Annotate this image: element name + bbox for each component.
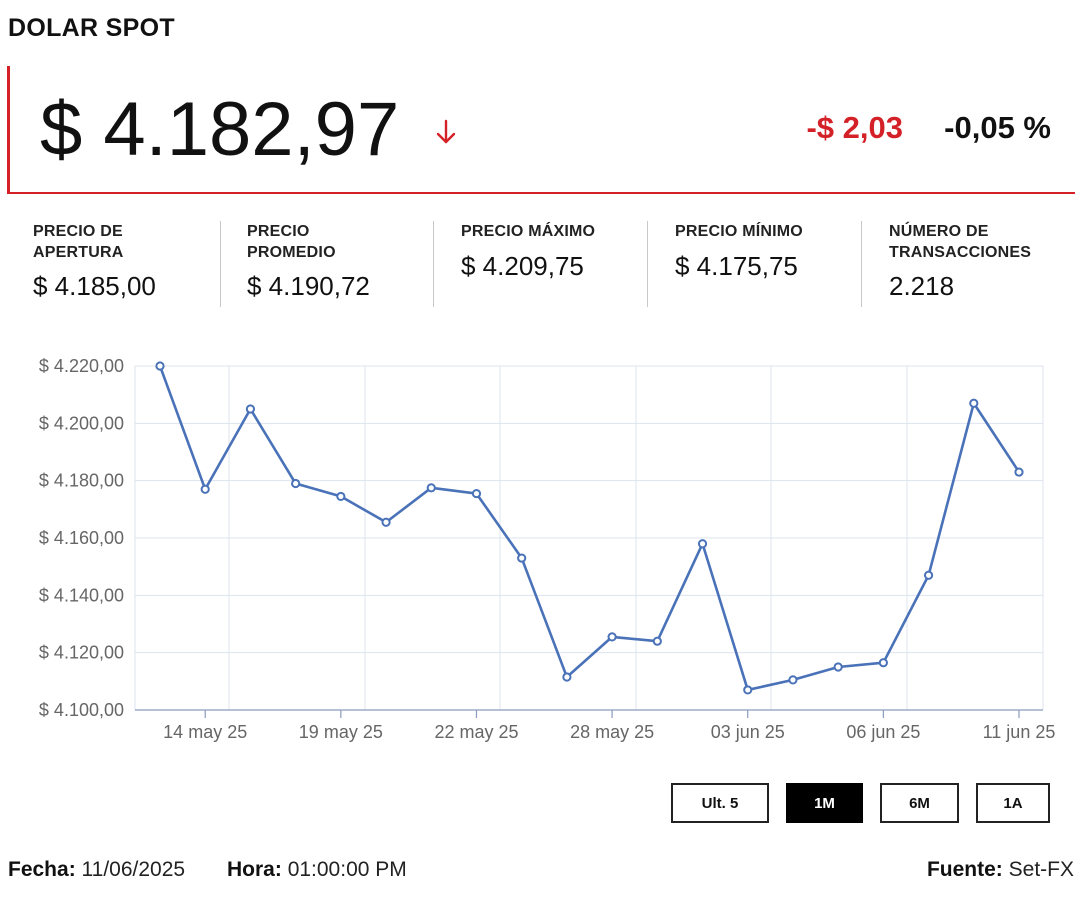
data-point: [833, 662, 843, 672]
series-line: [158, 365, 1021, 692]
stat-value: $ 4.185,00: [33, 271, 156, 301]
stat-value: $ 4.175,75: [675, 251, 798, 281]
footer-source-label: Fuente:: [926, 858, 1003, 881]
x-tick-label: 11 jun 25: [983, 722, 1056, 742]
chart-grid: [134, 365, 1044, 711]
x-tick-label: 19 may 25: [299, 722, 383, 742]
stats-row: PRECIO DE APERTURA $ 4.185,00 PRECIO PRO…: [33, 221, 1073, 309]
data-point: [517, 553, 527, 563]
data-point: [155, 361, 165, 371]
price-line-chart: $ 4.100,00 $ 4.120,00 $ 4.140,00 $ 4.160,00…: [39, 356, 1055, 742]
range-button-ult5[interactable]: Ult. 5: [671, 783, 769, 823]
price-summary: $ 4.182,97 -$ 2,03 -0,05 %: [7, 66, 1075, 194]
y-tick-label: $ 4.120,00: [39, 643, 124, 663]
stat-divider: [647, 221, 648, 307]
footer-time-label: Hora:: [227, 858, 282, 881]
data-point: [291, 478, 301, 489]
y-tick-label: $ 4.100,00: [39, 700, 124, 720]
range-button-1m[interactable]: 1M: [786, 783, 863, 823]
data-point: [381, 517, 391, 527]
stat-divider: [433, 221, 434, 307]
footer-date-label: Fecha:: [8, 858, 76, 881]
x-tick-label: 03 jun 25: [711, 722, 785, 742]
stat-label: PRECIO DE APERTURA: [33, 223, 124, 261]
data-point: [200, 484, 210, 494]
data-point: [969, 398, 979, 408]
data-point: [788, 675, 798, 685]
data-point: [1014, 467, 1024, 477]
range-button-1a[interactable]: 1A: [976, 783, 1050, 823]
y-tick-label: $ 4.200,00: [39, 413, 124, 433]
stat-transactions: NÚMERO DE TRANSACCIONES 2.218: [889, 221, 1073, 307]
price-change: -$ 2,03: [806, 110, 903, 145]
stat-value: $ 4.209,75: [461, 251, 584, 281]
footer-source-value: Set-FX: [1008, 858, 1074, 881]
x-tick-label: 22 may 25: [434, 722, 518, 742]
stat-divider: [861, 221, 862, 307]
range-button-6m[interactable]: 6M: [880, 783, 959, 823]
stat-min: PRECIO MÍNIMO $ 4.175,75: [675, 221, 861, 307]
data-point: [245, 404, 256, 414]
footer-time: Hora: 01:00:00 PM: [227, 858, 407, 882]
footer-source: Fuente: Set-FX: [927, 858, 1074, 882]
y-tick-label: $ 4.140,00: [39, 585, 124, 605]
stat-divider: [220, 221, 221, 307]
data-point: [697, 539, 708, 549]
x-tick-label: 06 jun 25: [846, 722, 920, 742]
data-point: [878, 658, 888, 668]
page-title: DOLAR SPOT: [8, 14, 175, 42]
arrow-down-icon: [436, 119, 456, 144]
chart-series: [155, 361, 1024, 695]
footer-date: Fecha: 11/06/2025: [8, 858, 185, 882]
y-tick-label: $ 4.220,00: [39, 356, 124, 376]
stat-max: PRECIO MÁXIMO $ 4.209,75: [461, 221, 647, 307]
footer-date-value: 11/06/2025: [81, 858, 186, 881]
data-point: [562, 672, 572, 682]
stat-average: PRECIO PROMEDIO $ 4.190,72: [247, 221, 433, 307]
x-tick-label: 28 may 25: [570, 722, 654, 742]
stat-label: PRECIO PROMEDIO: [247, 223, 336, 261]
y-tick-label: $ 4.160,00: [39, 528, 124, 548]
data-point: [336, 491, 346, 502]
stat-value: 2.218: [889, 271, 955, 301]
price-change-percent: -0,05 %: [944, 110, 1051, 145]
data-point: [743, 685, 753, 695]
data-point: [471, 488, 482, 499]
chart-axes: $ 4.100,00 $ 4.120,00 $ 4.140,00 $ 4.160,00…: [39, 356, 1055, 742]
data-point: [652, 636, 662, 646]
x-tick-label: 14 may 25: [163, 722, 247, 742]
stat-opening: PRECIO DE APERTURA $ 4.185,00: [33, 221, 219, 307]
stat-label: PRECIO MÁXIMO: [461, 223, 596, 240]
data-point: [607, 632, 617, 642]
stat-value: $ 4.190,72: [247, 271, 370, 301]
data-point: [923, 570, 934, 580]
y-tick-label: $ 4.180,00: [39, 471, 124, 491]
data-point: [426, 483, 436, 493]
footer-time-value: 01:00:00 PM: [287, 858, 407, 881]
stat-label: NÚMERO DE TRANSACCIONES: [889, 223, 1032, 261]
stat-label: PRECIO MÍNIMO: [675, 223, 803, 240]
current-price: $ 4.182,97: [40, 87, 400, 172]
